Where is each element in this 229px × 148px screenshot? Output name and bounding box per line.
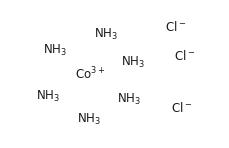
Text: Co$^{3+}$: Co$^{3+}$ [75,66,105,82]
Text: Cl$^-$: Cl$^-$ [174,49,195,63]
Text: NH$_3$: NH$_3$ [43,43,67,58]
Text: NH$_3$: NH$_3$ [36,89,60,104]
Text: Cl$^-$: Cl$^-$ [171,101,192,115]
Text: NH$_3$: NH$_3$ [94,27,118,42]
Text: NH$_3$: NH$_3$ [117,92,141,107]
Text: NH$_3$: NH$_3$ [121,55,145,70]
Text: Cl$^-$: Cl$^-$ [165,20,187,34]
Text: NH$_3$: NH$_3$ [76,112,101,127]
